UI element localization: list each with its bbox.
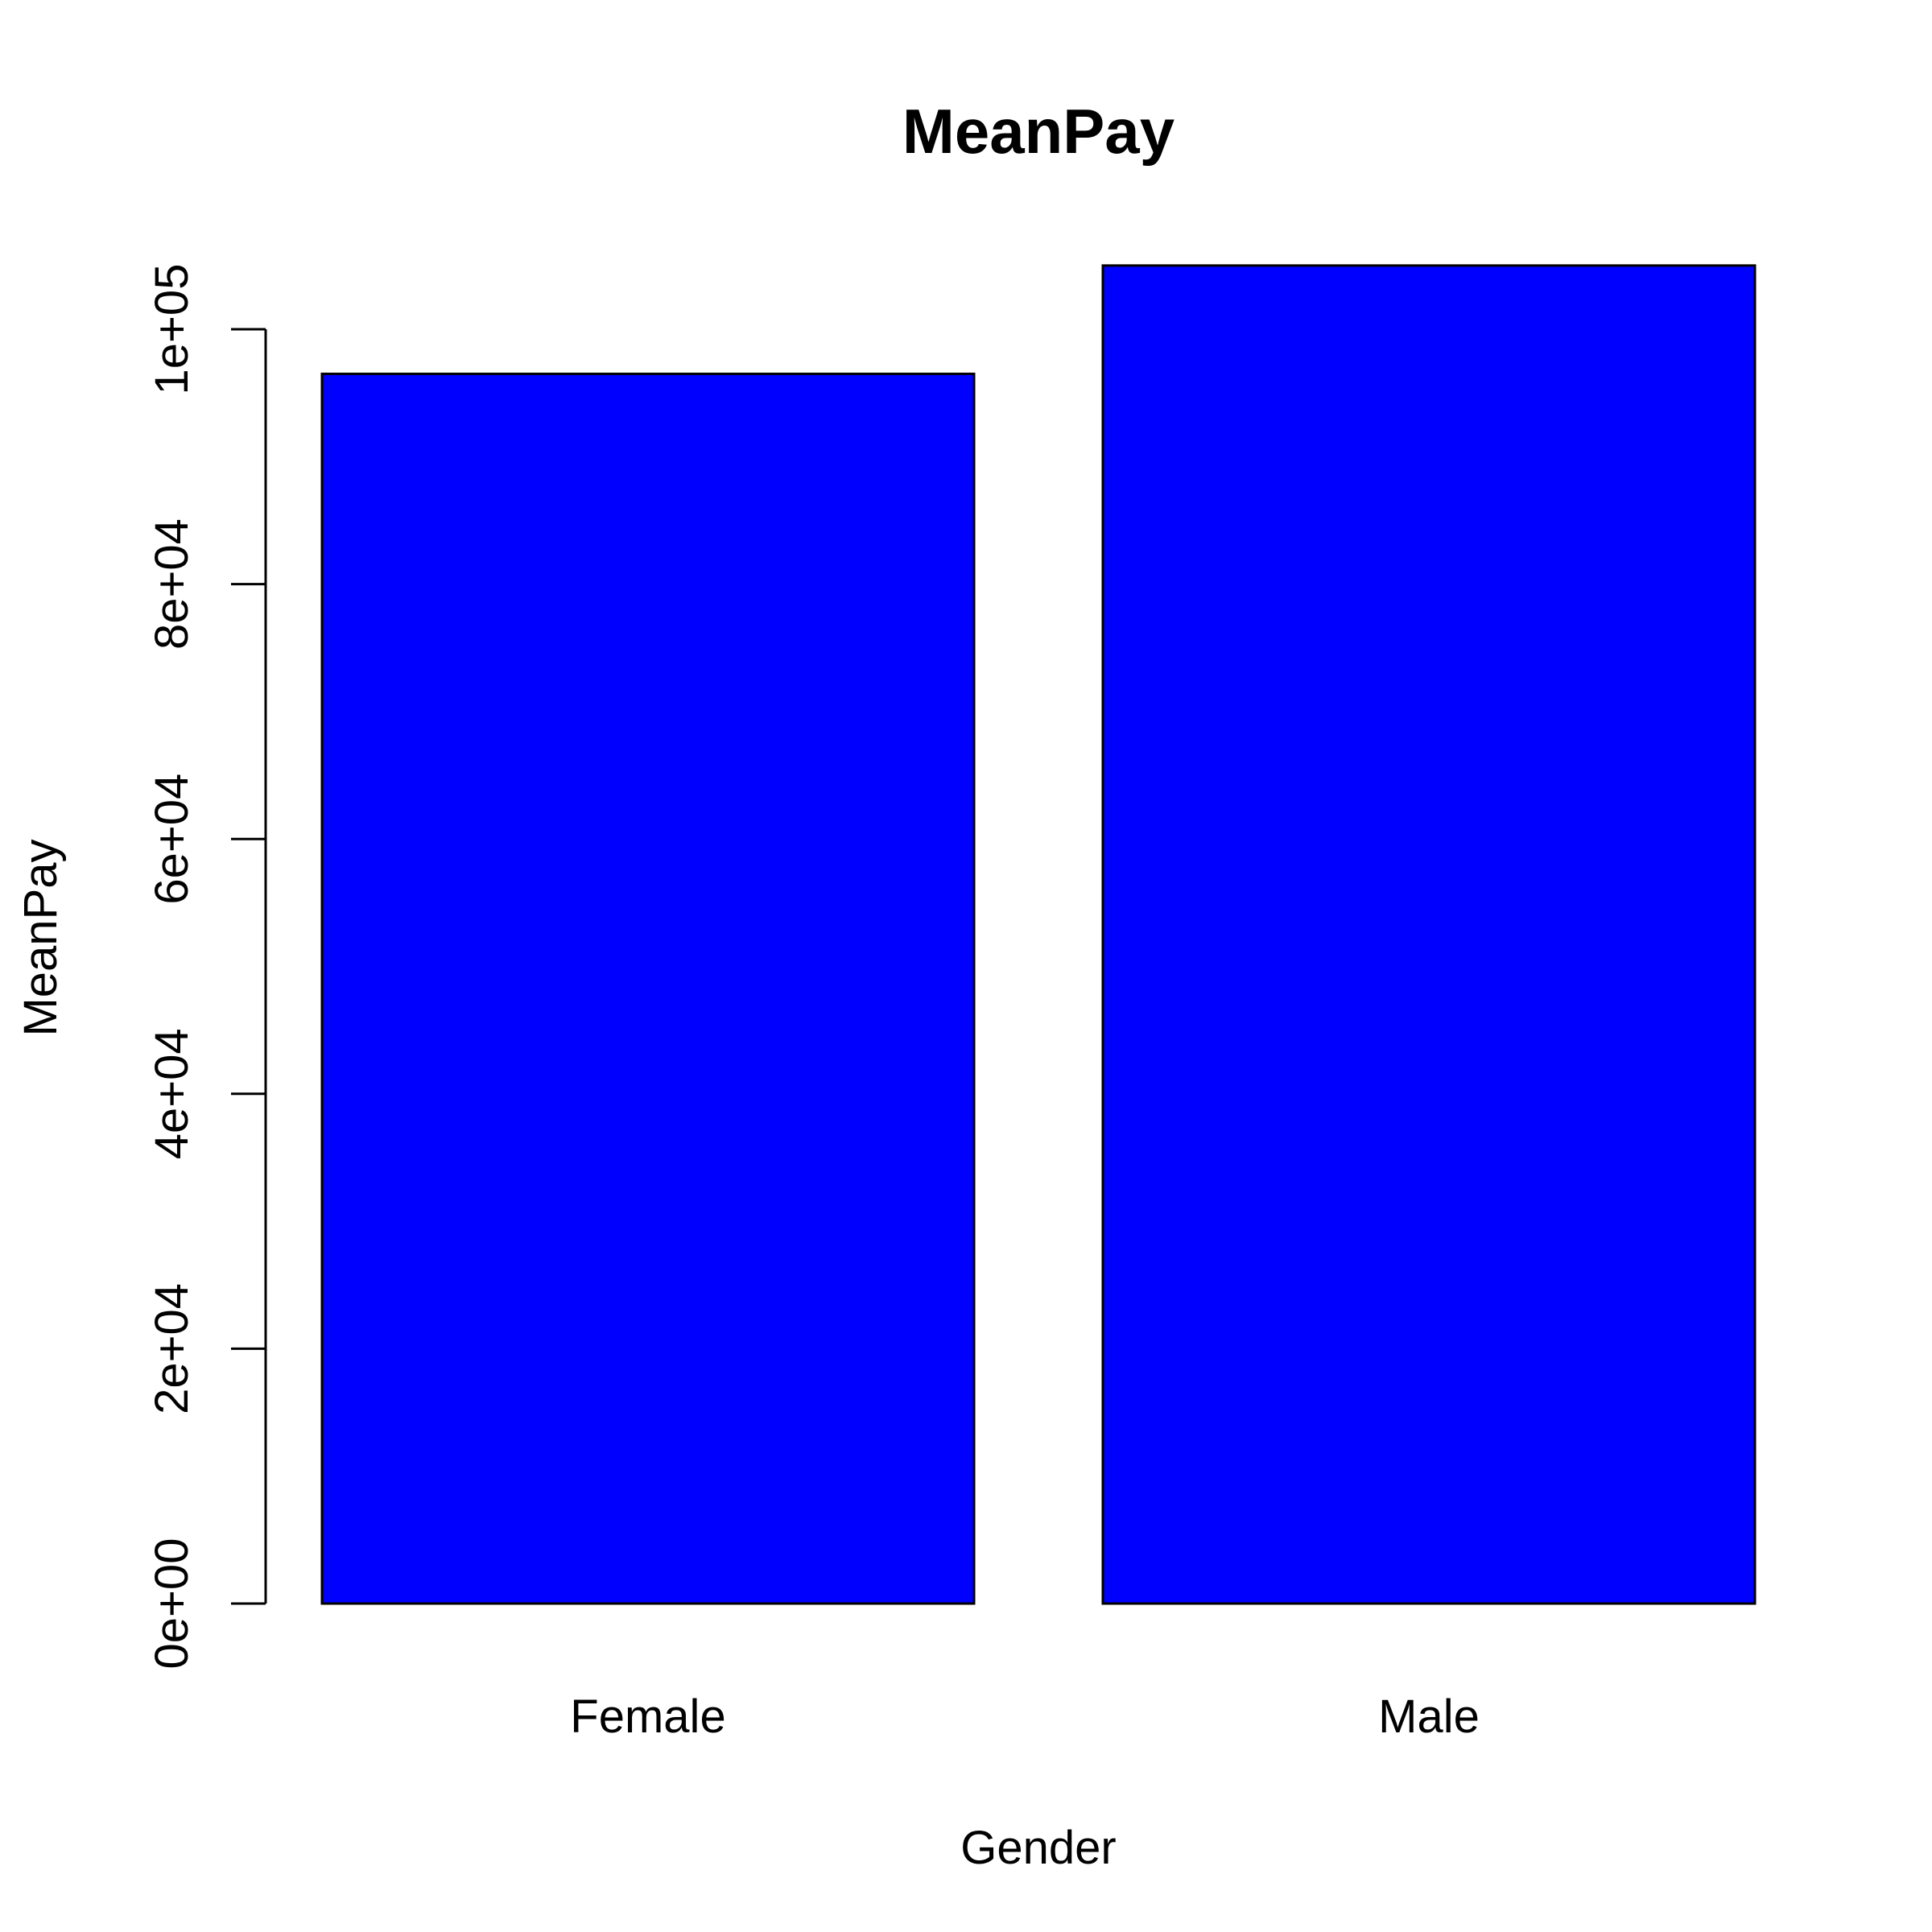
y-tick-label: 0e+00: [146, 1538, 198, 1670]
x-category-label-female: Female: [570, 1690, 725, 1743]
bar-female: [320, 372, 976, 1605]
x-axis-category-labels: Female Male: [570, 1690, 1480, 1743]
y-tick-label: 1e+05: [146, 264, 198, 395]
y-axis-label: MeanPay: [14, 839, 67, 1036]
y-tick-label: 2e+04: [146, 1283, 198, 1414]
x-category-label-male: Male: [1378, 1690, 1480, 1743]
y-tick-label: 8e+04: [146, 518, 198, 650]
y-tick-label: 4e+04: [146, 1028, 198, 1159]
y-tick-label: 6e+04: [146, 774, 198, 905]
bar-male: [1101, 264, 1757, 1605]
x-axis-label: Gender: [960, 1822, 1116, 1874]
chart-title: MeanPay: [902, 96, 1174, 167]
bars: [320, 264, 1757, 1605]
y-axis: 0e+00 2e+04 4e+04 6e+04 8e+04 1e+05: [146, 264, 267, 1670]
